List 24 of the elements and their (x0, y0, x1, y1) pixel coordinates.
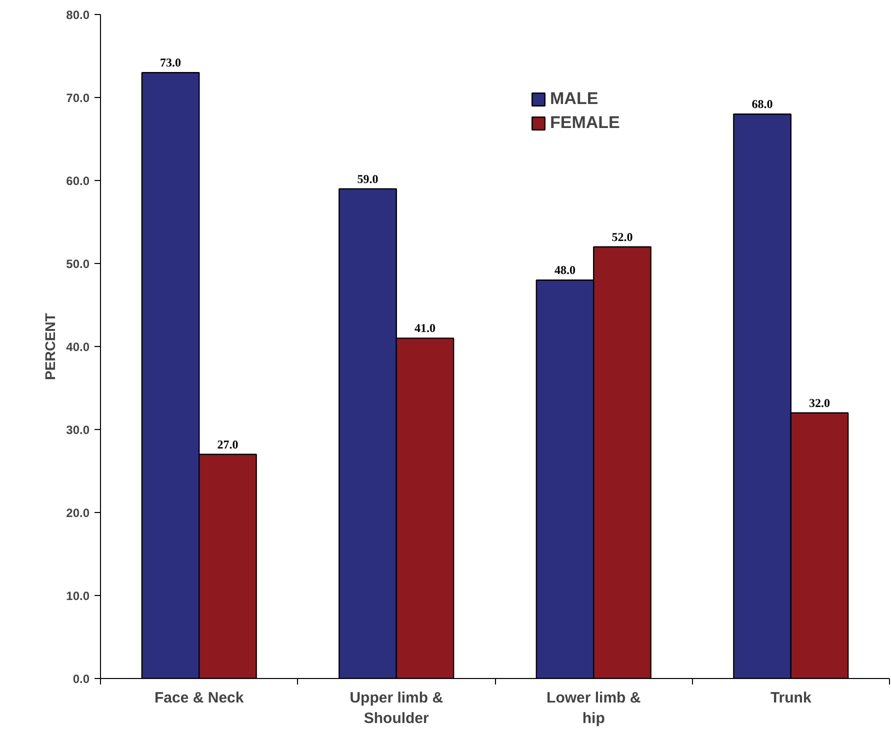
y-tick-label: 30.0 (66, 423, 90, 437)
x-tick-label: Trunk (770, 690, 812, 706)
y-tick-label: 40.0 (66, 340, 90, 354)
x-tick-label: Upper limb & Shoulder (350, 690, 444, 727)
y-tick-label: 10.0 (66, 589, 90, 603)
data-label: 48.0 (554, 263, 576, 278)
legend-label: MALE (550, 89, 598, 109)
data-label: 41.0 (414, 321, 436, 336)
x-tick-label: Face & Neck (154, 690, 244, 706)
data-label: 59.0 (357, 172, 378, 186)
data-label: 73.0 (160, 56, 182, 70)
y-tick-label: 0.0 (72, 672, 90, 686)
x-tick-label: Lower limb & hip (546, 690, 641, 727)
legend-label: FEMALE (550, 113, 620, 133)
y-tick-label: 20.0 (66, 506, 90, 520)
y-tick-label: 50.0 (66, 257, 90, 271)
y-tick-label: 60.0 (66, 174, 90, 188)
data-label: 27.0 (217, 437, 238, 452)
data-label: 32.0 (808, 396, 830, 410)
y-tick-label: 80.0 (66, 8, 90, 22)
y-axis-title: PERCENT (42, 312, 58, 380)
data-label: 52.0 (612, 230, 633, 244)
data-label: 68.0 (752, 97, 773, 112)
y-tick-label: 70.0 (66, 91, 90, 105)
